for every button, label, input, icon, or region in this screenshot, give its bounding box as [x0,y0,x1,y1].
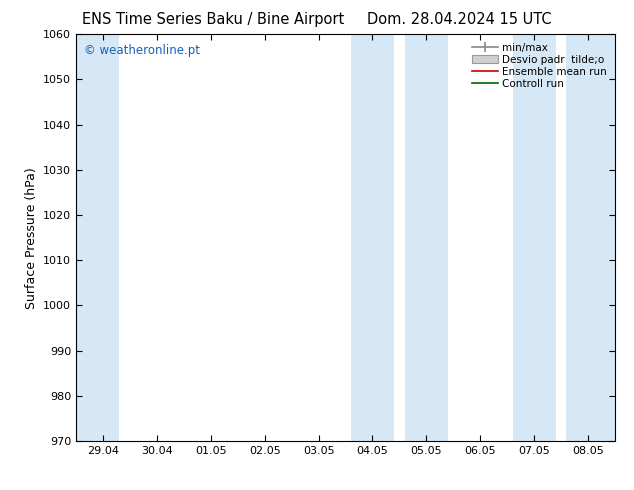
Text: Dom. 28.04.2024 15 UTC: Dom. 28.04.2024 15 UTC [367,12,552,27]
Text: © weatheronline.pt: © weatheronline.pt [84,45,200,57]
Bar [76,34,119,441]
Text: ENS Time Series Baku / Bine Airport: ENS Time Series Baku / Bine Airport [82,12,345,27]
Legend: min/max, Desvio padr  tilde;o, Ensemble mean run, Controll run: min/max, Desvio padr tilde;o, Ensemble m… [469,40,610,92]
Y-axis label: Surface Pressure (hPa): Surface Pressure (hPa) [25,167,37,309]
Bar [512,34,555,441]
Bar [351,34,394,441]
Bar [404,34,448,441]
Bar [567,34,615,441]
